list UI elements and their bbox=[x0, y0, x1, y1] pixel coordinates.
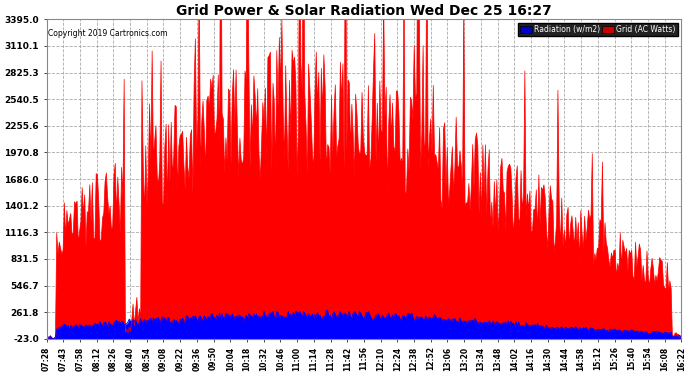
Text: Copyright 2019 Cartronics.com: Copyright 2019 Cartronics.com bbox=[48, 29, 168, 38]
Legend: Radiation (w/m2), Grid (AC Watts): Radiation (w/m2), Grid (AC Watts) bbox=[518, 23, 678, 36]
Title: Grid Power & Solar Radiation Wed Dec 25 16:27: Grid Power & Solar Radiation Wed Dec 25 … bbox=[176, 4, 552, 18]
